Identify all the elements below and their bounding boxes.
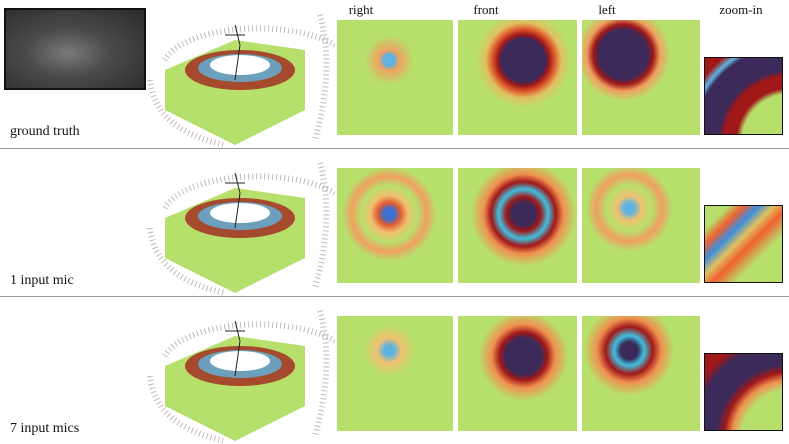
column-header: front [473,2,499,17]
row-label: 1 input mic [10,273,74,288]
zoom-panel [704,205,783,283]
field-panel [582,316,700,431]
field-panel [337,20,453,135]
field-panel [458,168,577,283]
field-panel [458,316,577,431]
separator [0,148,789,149]
zoom-panel [704,353,783,431]
column-header: right [348,2,374,17]
field-panel [337,168,453,283]
row-label: ground truth [10,124,80,139]
field-panel [458,20,577,135]
column-header: left [598,2,616,17]
volume-render [147,14,335,148]
column-header: zoom-in [719,2,763,17]
volume-render [147,310,335,444]
photo [4,8,146,90]
zoom-panel [704,57,783,135]
volume-render [147,162,335,296]
field-panel [337,316,453,431]
field-panel [582,168,700,283]
separator [0,296,789,297]
field-panel [582,20,700,135]
row-label: 7 input mics [10,421,80,436]
